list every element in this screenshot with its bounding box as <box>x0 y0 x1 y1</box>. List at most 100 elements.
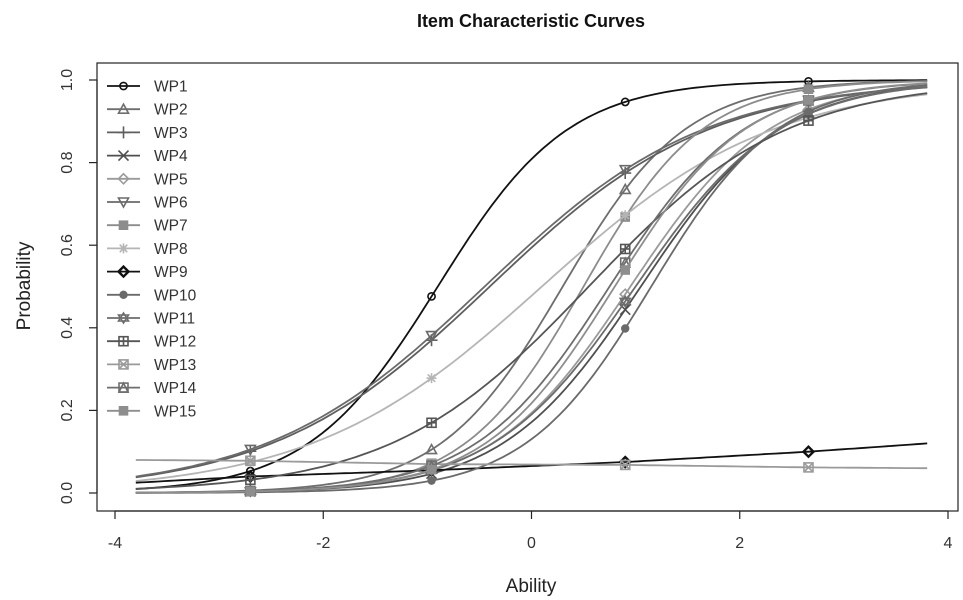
series-line-wp10 <box>135 84 928 494</box>
series-line-wp5 <box>135 84 928 494</box>
series-point-wp2 <box>618 182 632 195</box>
y-axis-label: Probability <box>14 241 35 330</box>
legend-marker <box>118 243 129 254</box>
series-wp14 <box>135 82 928 497</box>
legend-label: WP10 <box>154 287 197 304</box>
series-wp7 <box>135 80 928 497</box>
x-tick-label: 2 <box>735 535 744 552</box>
legend-item: WP7 <box>107 218 188 235</box>
series-line-wp11 <box>135 86 928 494</box>
series-line-wp9 <box>135 442 928 484</box>
legend-label: WP12 <box>154 334 196 351</box>
legend-item: WP10 <box>107 287 197 304</box>
y-tick-label: 0.4 <box>59 317 76 339</box>
legend-label: WP9 <box>154 264 188 281</box>
series-point-wp12 <box>803 115 814 126</box>
legend-label: WP14 <box>154 380 197 397</box>
legend-marker <box>117 150 130 162</box>
series-line-wp14 <box>135 82 928 494</box>
y-tick-label: 1.0 <box>59 69 76 91</box>
legend-item: WP15 <box>107 403 196 420</box>
series-wp10 <box>135 84 928 497</box>
plot-frame <box>96 62 959 512</box>
legend-item: WP5 <box>107 171 188 188</box>
legend-item: WP3 <box>107 125 188 142</box>
legend-marker <box>117 381 130 393</box>
series-layer <box>135 76 928 498</box>
legend-label: WP4 <box>154 148 188 165</box>
series-line-wp7 <box>135 80 928 494</box>
series-line-wp2 <box>135 80 928 494</box>
y-tick-label: 0.0 <box>59 482 76 504</box>
series-point-wp6 <box>425 330 438 343</box>
y-tick-label: 0.2 <box>59 399 76 421</box>
series-point-wp12 <box>619 243 631 255</box>
legend-marker <box>119 290 128 299</box>
legend-item: WP12 <box>107 334 196 351</box>
series-point-wp1 <box>620 97 630 107</box>
series-wp3 <box>135 86 928 479</box>
series-point-wp15 <box>620 265 631 275</box>
legend-marker <box>117 311 130 325</box>
legend-marker <box>117 126 130 139</box>
legend-item: WP1 <box>107 79 188 96</box>
series-wp6 <box>135 86 928 478</box>
series-line-wp8 <box>135 93 928 482</box>
x-axis-label: Ability <box>506 576 557 597</box>
legend-item: WP13 <box>107 357 196 374</box>
series-point-wp12 <box>245 474 256 486</box>
series-wp12 <box>135 92 928 490</box>
series-line-wp12 <box>135 92 928 490</box>
legend-item: WP6 <box>107 195 188 212</box>
series-wp5 <box>135 84 928 498</box>
series-point-wp10 <box>621 324 630 333</box>
series-point-wp6 <box>244 444 257 457</box>
legend-item: WP2 <box>107 102 188 119</box>
legend-marker <box>118 335 129 347</box>
legend-marker <box>118 220 129 230</box>
legend-label: WP1 <box>154 79 188 96</box>
series-line-wp13 <box>135 459 928 470</box>
series-point-wp7 <box>803 84 814 95</box>
series-wp15 <box>135 82 928 497</box>
legend-label: WP7 <box>154 218 188 235</box>
legend-item: WP11 <box>107 311 195 328</box>
series-wp4 <box>135 85 928 498</box>
series-point-wp13 <box>619 459 631 471</box>
legend-marker <box>117 197 130 209</box>
series-point-wp6 <box>618 164 632 177</box>
series-line-wp4 <box>135 85 928 494</box>
series-point-wp8 <box>620 210 631 221</box>
legend-label: WP5 <box>154 171 188 188</box>
series-wp1 <box>135 76 928 490</box>
series-wp2 <box>135 80 928 496</box>
x-tick-label: -4 <box>108 535 122 552</box>
series-point-wp13 <box>803 462 814 473</box>
series-point-wp15 <box>426 464 437 475</box>
chart-title: Item Characteristic Curves <box>417 11 645 31</box>
series-wp8 <box>135 93 928 482</box>
legend-label: WP13 <box>154 357 196 374</box>
series-point-wp1 <box>427 292 436 301</box>
series-wp11 <box>135 86 928 498</box>
legend-item: WP4 <box>107 148 188 165</box>
x-tick-label: -2 <box>316 535 330 552</box>
series-line-wp1 <box>135 79 928 490</box>
legend-label: WP2 <box>154 102 188 119</box>
series-point-wp9 <box>801 445 816 459</box>
series-point-wp13 <box>245 455 256 467</box>
legend-item: WP8 <box>107 241 188 258</box>
series-point-wp2 <box>425 442 438 455</box>
y-tick-label: 0.6 <box>59 234 76 256</box>
legend-marker <box>116 264 131 279</box>
legend-item: WP9 <box>107 264 188 281</box>
series-point-wp10 <box>427 476 436 485</box>
series-line-wp15 <box>135 82 928 494</box>
series-point-wp15 <box>245 486 256 497</box>
x-tick-label: 0 <box>527 535 536 552</box>
legend-marker <box>119 81 128 91</box>
legend-label: WP8 <box>154 241 188 258</box>
series-point-wp11 <box>618 294 632 308</box>
